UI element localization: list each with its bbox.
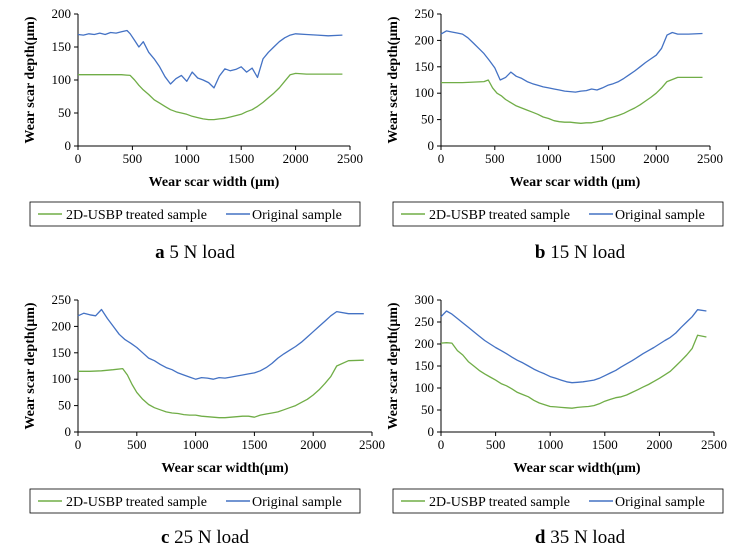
y-tick-label: 250 (415, 314, 435, 329)
panel-caption: b 15 N load (535, 242, 626, 263)
y-axis-title: Wear scar depth(μm) (23, 302, 38, 430)
y-tick-label: 200 (415, 32, 435, 47)
legend-label-treated: 2D-USBP treated sample (429, 495, 570, 510)
legend-label-original: Original sample (615, 208, 705, 223)
x-tick-label: 1000 (183, 437, 209, 452)
y-axis-title: Wear scar depth(μm) (23, 16, 38, 144)
legend: 2D-USBP treated sample Original sample (29, 488, 361, 514)
y-tick-label: 50 (421, 112, 434, 127)
legend-label-original: Original sample (615, 495, 705, 510)
panel-caption: c 25 N load (161, 527, 250, 548)
series-line-original (440, 309, 707, 384)
y-tick-label: 200 (52, 6, 72, 21)
series-line-treated (440, 334, 707, 409)
x-tick-label: 2500 (701, 437, 727, 452)
x-tick-label: 1500 (592, 437, 618, 452)
x-tick-label: 1500 (241, 437, 267, 452)
y-tick-label: 0 (65, 138, 72, 153)
x-tick-label: 500 (123, 151, 143, 166)
y-tick-label: 200 (52, 318, 72, 333)
legend-label-treated: 2D-USBP treated sample (66, 208, 207, 223)
x-tick-label: 2000 (283, 151, 309, 166)
legend-box (392, 488, 724, 514)
panel-caption-letter: c (161, 527, 174, 548)
panel-caption-letter: b (535, 242, 550, 263)
legend-label-treated: 2D-USBP treated sample (66, 495, 207, 510)
series-line-original (77, 308, 364, 380)
x-axis-title: Wear scar width (μm) (149, 175, 280, 190)
series-line-original (77, 29, 343, 89)
legend: 2D-USBP treated sample Original sample (29, 201, 361, 227)
series-line-treated (78, 72, 343, 121)
legend-box (29, 201, 361, 227)
x-tick-label: 500 (485, 151, 505, 166)
y-tick-label: 100 (52, 371, 72, 386)
y-tick-label: 200 (415, 336, 435, 351)
y-tick-label: 0 (428, 138, 435, 153)
y-axis-title: Wear scar depth(μm) (386, 16, 401, 144)
y-tick-label: 300 (415, 292, 435, 307)
x-axis-title: Wear scar width(μm) (161, 461, 289, 476)
series-line-treated (78, 359, 364, 419)
x-axis-title: Wear scar width(μm) (513, 461, 641, 476)
x-tick-label: 500 (486, 437, 506, 452)
x-tick-label: 1000 (537, 437, 563, 452)
panel-caption-text: 5 N load (169, 242, 235, 263)
y-tick-label: 150 (52, 345, 72, 360)
x-tick-label: 0 (438, 151, 445, 166)
y-tick-label: 250 (415, 6, 435, 21)
panel-caption-letter: d (535, 527, 550, 548)
y-tick-label: 50 (421, 402, 434, 417)
x-axis-title: Wear scar width (μm) (510, 175, 641, 190)
x-tick-label: 1000 (174, 151, 200, 166)
y-tick-label: 150 (415, 59, 435, 74)
x-tick-label: 0 (438, 437, 445, 452)
y-tick-label: 100 (415, 380, 435, 395)
x-tick-label: 2500 (697, 151, 723, 166)
x-tick-label: 2000 (643, 151, 669, 166)
x-tick-label: 0 (75, 151, 82, 166)
y-tick-label: 0 (428, 424, 435, 439)
x-tick-label: 2500 (337, 151, 363, 166)
legend-label-original: Original sample (252, 208, 342, 223)
panel-caption-text: 25 N load (174, 527, 249, 548)
legend: 2D-USBP treated sample Original sample (392, 201, 724, 227)
x-tick-label: 2500 (359, 437, 385, 452)
panel-caption-text: 15 N load (550, 242, 625, 263)
x-tick-label: 2000 (300, 437, 326, 452)
series-line-treated (441, 76, 703, 124)
x-tick-label: 2000 (646, 437, 672, 452)
y-tick-label: 0 (65, 424, 72, 439)
y-tick-label: 50 (58, 105, 71, 120)
legend-box (392, 201, 724, 227)
legend-label-treated: 2D-USBP treated sample (429, 208, 570, 223)
panel-caption-letter: a (155, 242, 169, 263)
panel-caption-text: 35 N load (550, 527, 625, 548)
x-tick-label: 1000 (536, 151, 562, 166)
y-tick-label: 100 (52, 72, 72, 87)
series-line-original (440, 30, 703, 93)
x-tick-label: 0 (75, 437, 82, 452)
legend-box (29, 488, 361, 514)
y-tick-label: 250 (52, 292, 72, 307)
y-tick-label: 150 (52, 39, 72, 54)
legend-label-original: Original sample (252, 495, 342, 510)
panel-caption: a 5 N load (155, 242, 235, 263)
y-tick-label: 100 (415, 85, 435, 100)
chart-panel-d: 0 50 100 150 200 250 300 0 500 1000 1500 2000 2500 We… (386, 292, 727, 548)
legend: 2D-USBP treated sample Original sample (392, 488, 724, 514)
y-axis-title: Wear scar depth(μm) (386, 302, 401, 430)
x-tick-label: 500 (127, 437, 147, 452)
panel-caption: d 35 N load (535, 527, 626, 548)
x-tick-label: 1500 (589, 151, 615, 166)
y-tick-label: 50 (58, 398, 71, 413)
x-tick-label: 1500 (228, 151, 254, 166)
y-tick-label: 150 (415, 358, 435, 373)
